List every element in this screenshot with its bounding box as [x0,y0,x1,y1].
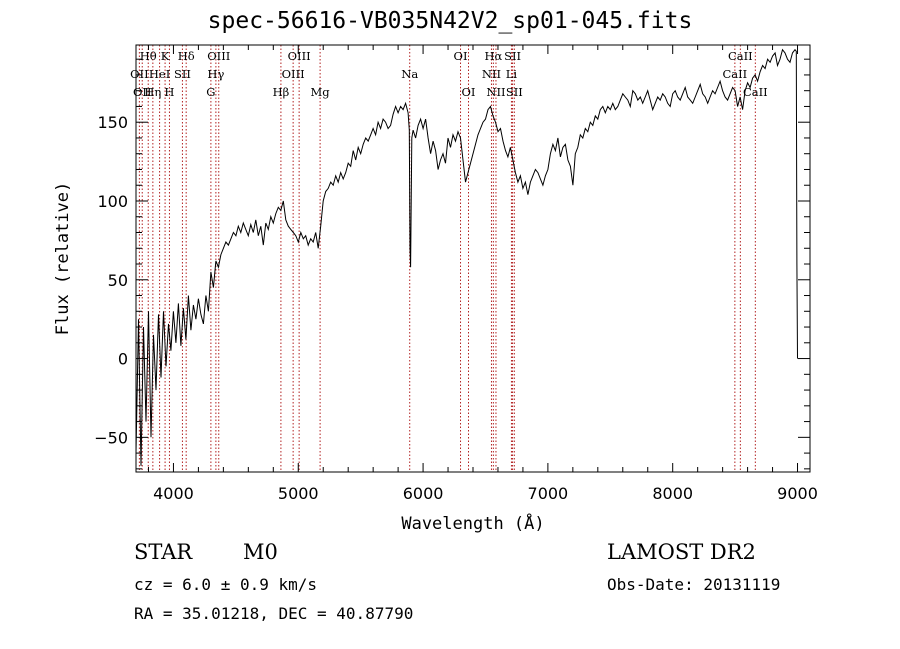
line-marker-label: CaII [728,49,753,63]
line-marker-label: CaII [743,85,768,99]
line-marker-label: K [161,49,170,63]
line-marker-label: Hγ [207,67,224,81]
line-marker-label: Hβ [273,85,290,99]
x-tick-label: 8000 [652,484,693,503]
line-marker-label: Hθ [140,49,157,63]
spectrum-series-line [135,48,798,466]
y-tick-label: −50 [94,428,128,447]
line-marker-label: G [206,85,215,99]
line-marker-label: Hα [484,49,502,63]
x-tick-label: 5000 [278,484,319,503]
line-marker-label: OIII [288,49,311,63]
line-marker-label: Li [506,67,518,81]
coordinates: RA = 35.01218, DEC = 40.87790 [134,604,414,623]
line-marker-label: Hδ [178,49,195,63]
line-marker-label: OIII [282,67,305,81]
line-marker-label: H [164,85,174,99]
line-marker-label: HeI [149,67,170,81]
line-marker-label: OII [130,67,149,81]
line-marker-label: CaII [722,67,747,81]
x-axis-ticks: 4000 5000 6000 7000 8000 9000 [147,45,818,503]
x-tick-label: 6000 [403,484,444,503]
x-tick-label: 7000 [528,484,569,503]
line-marker-label: Mg [311,85,331,99]
observation-date: Obs-Date: 20131119 [607,575,781,594]
object-subclass: M0 [243,540,278,564]
y-axis-ticks: −50 0 50 100 150 [94,58,810,470]
y-tick-label: 0 [118,350,128,369]
redshift-value: cz = 6.0 ± 0.9 km/s [134,575,318,594]
line-marker-label: SII [506,85,523,99]
spectral-line-labels: OIIOIIHθHηHeIKHSIIHδGHγOIIIHβOIIIOIIIMgN… [130,49,768,99]
chart-title: spec-56616-VB035N42V2_sp01-045.fits [207,8,693,34]
line-marker-label: OI [454,49,468,63]
line-marker-label: NII [486,85,505,99]
y-tick-label: 150 [97,113,128,132]
line-marker-label: SII [504,49,521,63]
line-marker-label: OII [133,85,152,99]
x-axis-label: Wavelength (Å) [401,512,544,534]
line-marker-label: OI [462,85,476,99]
x-tick-label: 4000 [153,484,194,503]
y-tick-label: 50 [108,271,128,290]
line-marker-label: Na [401,67,418,81]
line-marker-label: Hη [144,85,161,99]
y-axis-label: Flux (relative) [53,182,73,336]
line-marker-label: SII [174,67,191,81]
object-class: STAR [134,540,193,564]
spectral-line-markers [138,45,756,472]
y-tick-label: 100 [97,192,128,211]
line-marker-label: OIII [207,49,230,63]
x-tick-label: 9000 [777,484,818,503]
plot-frame [135,44,811,473]
survey-name: LAMOST DR2 [607,540,756,564]
line-marker-label: NII [482,67,501,81]
